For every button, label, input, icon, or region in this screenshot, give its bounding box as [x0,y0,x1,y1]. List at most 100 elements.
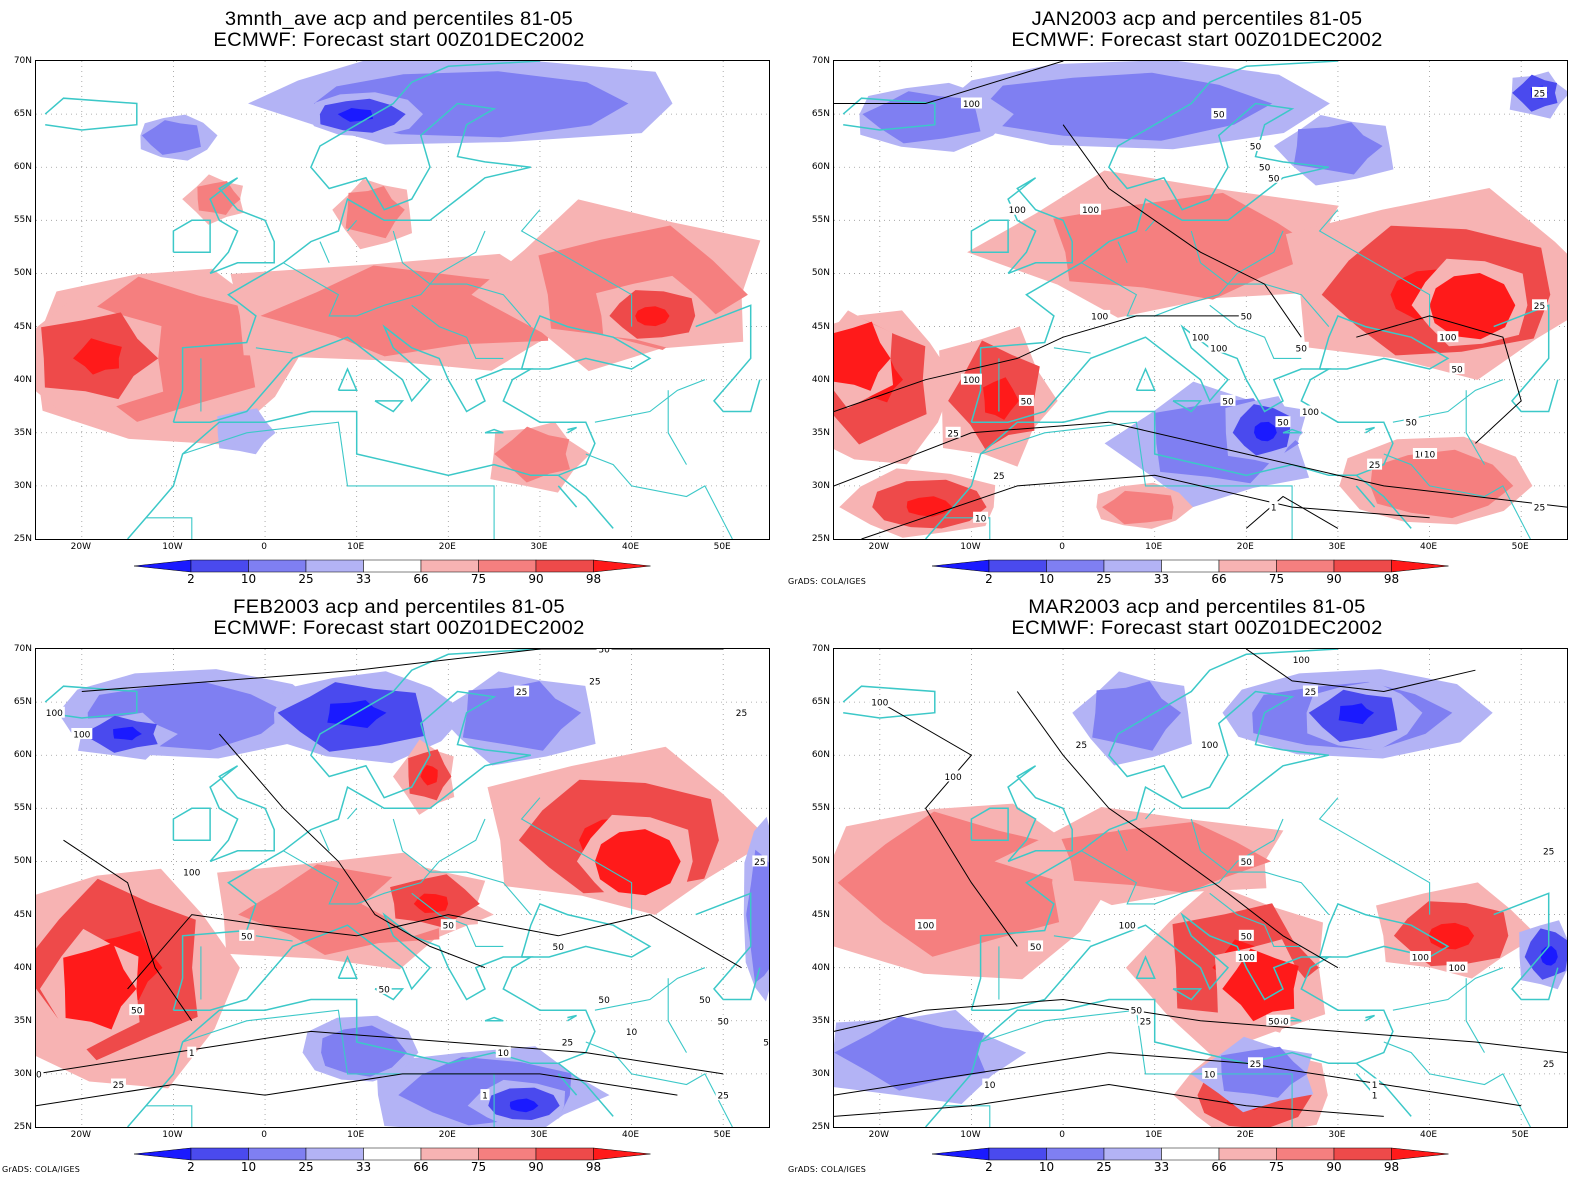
contour-label-bg [1532,501,1548,513]
coastline [1318,314,1450,370]
lon-tick-label: 20E [438,542,456,552]
contour-label-bg [181,866,203,878]
country-border [520,209,633,327]
country-border [594,379,706,423]
percentile-shading [509,1098,539,1113]
lat-tick-label: 60N [811,162,830,173]
colorbar-segment [1276,559,1335,573]
colorbar-tick-label: 2 [985,1160,993,1174]
coastline [1365,426,1375,434]
contour-label-bg [550,940,566,952]
lat-tick-label: 30N [811,480,830,491]
contour-label-bg [973,511,989,523]
contour-label-bg [915,919,937,931]
percentile-shading [1102,490,1174,525]
panel-subtitle: ECMWF: Forecast start 00Z01DEC2002 [1011,618,1383,639]
country-border [1392,967,1504,1011]
colorbar-segment [363,559,422,573]
coastline [1493,304,1559,413]
contour-label-bg [1275,416,1291,428]
colorbar-segment [478,559,537,573]
country-border [980,1009,1293,1127]
contour-label: 100 [1119,922,1136,932]
contour-label-bg [129,1004,145,1016]
contour-label: 100 [1293,656,1310,666]
map-panel-3mnth: 3mnth_ave acp and percentiles 81-05 ECMW… [0,0,798,598]
contour-line [81,649,724,692]
contour-label: 1 [482,1092,488,1102]
contour-label: 10 [1415,451,1427,461]
contour-label: 25 [736,709,747,719]
contour-label: 50 [1451,366,1463,376]
lat-tick-label: 70N [811,644,830,654]
contour-label: 50 [699,996,711,1006]
lat-tick-label: 50N [13,268,32,279]
lon-tick-label: 30E [530,542,548,552]
percentile-shading [834,1016,986,1091]
contour-label: 25 [1543,847,1554,857]
contour-label-bg [1028,940,1044,952]
colorbar-arrow-left [932,1147,990,1161]
contour-label: 50 [378,985,390,995]
lat-tick-label: 50N [811,856,830,867]
contour-label: 50 [1406,419,1418,429]
contour-label: 100 [871,699,888,709]
contour-label-bg [495,1046,511,1058]
contour-label-bg [1138,1014,1154,1026]
lon-tick-label: 20W [868,1130,889,1140]
contour-label: 25 [113,1081,124,1091]
contour-label-bg [1541,1057,1557,1069]
contour-label-bg [1269,501,1279,513]
contour-label: 50 [553,943,565,953]
contour-label-bg [1199,738,1221,750]
contour-label: 25 [947,429,958,439]
country-border [1053,935,1091,942]
contour-label-bg [1302,685,1318,697]
contour-line [1245,495,1339,529]
contour-label-bg [1293,341,1309,353]
contour-label-bg [1290,653,1312,665]
map-plot-area: 100 100 25 50 25 25 25 100 50 50 50 50 50 50 50 50 10 25 1… [35,648,770,1128]
colorbar-tick-label: 66 [413,572,429,586]
country-border [283,818,486,905]
lat-tick-label: 25N [13,534,32,544]
contour-line [127,914,742,990]
colorbar-segment [535,1147,594,1161]
contour-label-bg [1449,363,1465,375]
country-border [1383,453,1531,539]
percentile-shading [113,726,142,741]
colorbar-segment [1161,559,1220,573]
coastline [925,324,1394,539]
coastline [127,324,596,539]
colorbar-tick-label: 25 [298,572,314,586]
country-border [1145,219,1156,232]
lat-tick-label: 35N [13,1015,32,1026]
contour-line [63,839,193,1022]
coastline [1007,177,1073,275]
lat-tick-label: 65N [811,697,830,708]
contour-label-bg [1532,299,1548,311]
country-border [1318,797,1431,915]
contour-label: 100 [1238,954,1255,964]
coastline [172,61,540,423]
colorbar-segment [1276,1147,1335,1161]
lat-tick-label: 65N [13,109,32,120]
percentile-shading [345,186,405,239]
contour-label-bg [1437,331,1459,343]
contour-label-bg [1541,844,1557,856]
lat-tick-label: 45N [811,909,830,920]
contour-line [1356,315,1522,444]
contour-label: 10 [36,1070,42,1080]
coastline [1355,1062,1412,1117]
percentile-shading [1428,922,1475,950]
percentile-shading [420,765,438,786]
percentile-shading [1061,821,1271,894]
contour-label-bg [1370,1078,1380,1090]
contour-label: 100 [1192,334,1209,344]
lon-tick-label: 10W [960,1130,981,1140]
contour-label: 50 [1250,142,1262,152]
contour-label: 25 [1543,1060,1554,1070]
coastline [970,219,1009,253]
contour-label: 100 [1412,954,1429,964]
colorbar-segment [248,1147,307,1161]
